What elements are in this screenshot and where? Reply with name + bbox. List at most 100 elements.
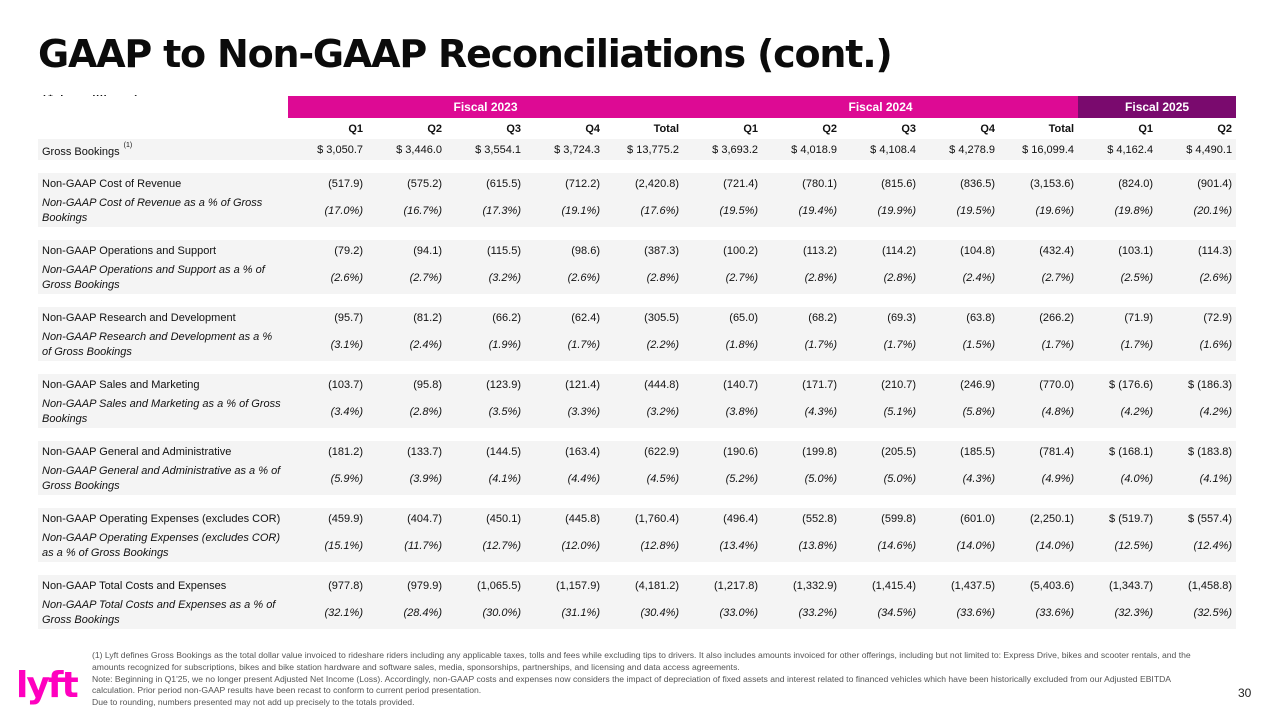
row-label-text: Non-GAAP Cost of Revenue as a % of Gross… bbox=[42, 196, 263, 224]
value-cell: (13.4%) bbox=[683, 529, 763, 562]
value-cell: (32.5%) bbox=[1157, 596, 1237, 629]
value-cell: (140.7) bbox=[683, 374, 763, 395]
page-number: 30 bbox=[1238, 686, 1252, 700]
spacer-row bbox=[38, 227, 1237, 240]
value-cell: (1.9%) bbox=[446, 328, 525, 361]
value-cell: (103.1) bbox=[1078, 240, 1158, 261]
quarter-header: Q2 bbox=[1217, 122, 1233, 135]
value-cell: (824.0) bbox=[1078, 173, 1158, 194]
value-cell: (34.5%) bbox=[841, 596, 921, 629]
row-label-text: Non-GAAP Sales and Marketing bbox=[42, 378, 200, 391]
value-cell: (30.4%) bbox=[604, 596, 684, 629]
value-cell: (19.8%) bbox=[1078, 194, 1158, 227]
value-cell: (190.6) bbox=[683, 441, 763, 462]
amount-row: Non-GAAP Operations and Support (79.2) (94… bbox=[38, 240, 1237, 261]
fiscal-year-header-row: Fiscal 2023 Fiscal 2024 Fiscal 2025 bbox=[38, 96, 1237, 118]
value-cell: (68.2) bbox=[762, 307, 842, 328]
value-cell: $ (519.7) bbox=[1078, 508, 1158, 529]
value-cell: (1,437.5) bbox=[920, 575, 1000, 596]
value-cell: (5.1%) bbox=[841, 395, 921, 428]
value-cell: (5.0%) bbox=[841, 462, 921, 495]
value-cell: (63.8) bbox=[920, 307, 1000, 328]
row-label-text: Gross Bookings bbox=[42, 145, 120, 158]
quarter-header: Total bbox=[653, 122, 680, 135]
spacer-cell bbox=[38, 495, 1237, 508]
amount-row: Non-GAAP Cost of Revenue (517.9) (575.2) (6… bbox=[38, 173, 1237, 194]
value-cell: (3.5%) bbox=[446, 395, 525, 428]
value-cell: (33.2%) bbox=[762, 596, 842, 629]
value-cell: (12.4%) bbox=[1157, 529, 1237, 562]
value-cell: (5.8%) bbox=[920, 395, 1000, 428]
row-label-text: Non-GAAP Cost of Revenue bbox=[42, 177, 182, 190]
value-cell: (305.5) bbox=[604, 307, 684, 328]
fiscal-2024-header: Fiscal 2024 bbox=[683, 96, 1079, 118]
value-cell: (114.3) bbox=[1157, 240, 1237, 261]
value-cell: (1.7%) bbox=[525, 328, 604, 361]
value-cell: $ (557.4) bbox=[1157, 508, 1237, 529]
row-label: Non-GAAP Cost of Revenue bbox=[38, 173, 288, 194]
value-cell: $ (176.6) bbox=[1078, 374, 1158, 395]
value-cell: (2.8%) bbox=[841, 261, 921, 294]
value-cell: (163.4) bbox=[525, 441, 604, 462]
value-cell: (103.7) bbox=[288, 374, 367, 395]
spacer-cell bbox=[38, 361, 1237, 374]
value-cell: (4.4%) bbox=[525, 462, 604, 495]
value-cell: $ (186.3) bbox=[1157, 374, 1237, 395]
value-cell: (95.8) bbox=[367, 374, 446, 395]
row-label-text: Non-GAAP Sales and Marketing as a % of G… bbox=[42, 397, 281, 425]
value-cell: (3,153.6) bbox=[999, 173, 1079, 194]
fiscal-2025-header: Fiscal 2025 bbox=[1078, 96, 1237, 118]
spacer-cell bbox=[38, 428, 1237, 441]
value-cell: (2.8%) bbox=[762, 261, 842, 294]
value-cell: (28.4%) bbox=[367, 596, 446, 629]
value-cell: (19.5%) bbox=[920, 194, 1000, 227]
reconciliation-table: Fiscal 2023 Fiscal 2024 Fiscal 2025 Q1 Q2… bbox=[38, 96, 1237, 629]
row-label-text: Non-GAAP Operations and Support as a % o… bbox=[42, 263, 265, 291]
value-cell: $ 3,050.7 bbox=[288, 139, 367, 160]
value-cell: (95.7) bbox=[288, 307, 367, 328]
value-cell: (71.9) bbox=[1078, 307, 1158, 328]
value-cell: (2.7%) bbox=[367, 261, 446, 294]
value-cell: (32.3%) bbox=[1078, 596, 1158, 629]
value-cell: (65.0) bbox=[683, 307, 763, 328]
spacer-row bbox=[38, 495, 1237, 508]
value-cell: (2.6%) bbox=[525, 261, 604, 294]
value-cell: $ 4,108.4 bbox=[841, 139, 921, 160]
quarter-header: Q2 bbox=[822, 122, 838, 135]
value-cell: (2.8%) bbox=[367, 395, 446, 428]
value-cell: (4,181.2) bbox=[604, 575, 684, 596]
percent-row: Non-GAAP General and Administrative as a… bbox=[38, 462, 1237, 495]
amount-row: Non-GAAP Total Costs and Expenses (977.8)… bbox=[38, 575, 1237, 596]
value-cell: (1,760.4) bbox=[604, 508, 684, 529]
percent-row: Non-GAAP Operations and Support as a % o… bbox=[38, 261, 1237, 294]
value-cell: (185.5) bbox=[920, 441, 1000, 462]
value-cell: (4.1%) bbox=[1157, 462, 1237, 495]
value-cell: (266.2) bbox=[999, 307, 1079, 328]
value-cell: $ 4,278.9 bbox=[920, 139, 1000, 160]
value-cell: (19.4%) bbox=[762, 194, 842, 227]
value-cell: (445.8) bbox=[525, 508, 604, 529]
value-cell: $ 3,693.2 bbox=[683, 139, 763, 160]
value-cell: (444.8) bbox=[604, 374, 684, 395]
amount-row: Non-GAAP Research and Development (95.7)(… bbox=[38, 307, 1237, 328]
value-cell: (32.1%) bbox=[288, 596, 367, 629]
value-cell: (17.3%) bbox=[446, 194, 525, 227]
value-cell: (1,415.4) bbox=[841, 575, 921, 596]
value-cell: (3.3%) bbox=[525, 395, 604, 428]
value-cell: (171.7) bbox=[762, 374, 842, 395]
value-cell: (210.7) bbox=[841, 374, 921, 395]
value-cell: (901.4) bbox=[1157, 173, 1237, 194]
value-cell: (4.8%) bbox=[999, 395, 1079, 428]
row-label-text: Non-GAAP Operations and Support bbox=[42, 244, 217, 257]
value-cell: $ (168.1) bbox=[1078, 441, 1158, 462]
percent-row: Non-GAAP Total Costs and Expenses as a %… bbox=[38, 596, 1237, 629]
value-cell: (517.9) bbox=[288, 173, 367, 194]
value-cell: (780.1) bbox=[762, 173, 842, 194]
value-cell: (14.6%) bbox=[841, 529, 921, 562]
spacer-cell bbox=[38, 294, 1237, 307]
value-cell: $ 4,490.1 bbox=[1157, 139, 1237, 160]
amount-row: Non-GAAP Sales and Marketing (103.7) (95.8… bbox=[38, 374, 1237, 395]
value-cell: (4.2%) bbox=[1078, 395, 1158, 428]
spacer-row bbox=[38, 160, 1237, 173]
value-cell: (19.6%) bbox=[999, 194, 1079, 227]
